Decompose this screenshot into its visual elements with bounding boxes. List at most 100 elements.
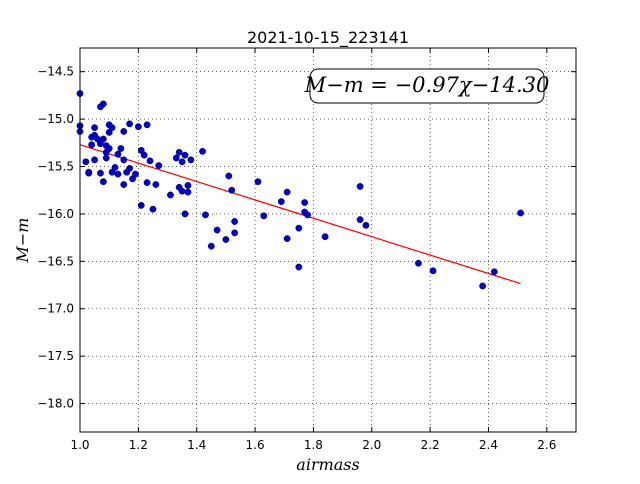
data-point [99,135,107,143]
data-point [231,218,239,225]
data-point [117,145,125,152]
data-point [362,221,370,229]
y-tick-label: −17.5 [37,349,74,363]
data-point [137,201,145,209]
x-tick-label: 1.0 [70,438,89,452]
data-point [99,178,107,186]
data-point [134,123,142,131]
y-tick-label: −16.5 [37,254,74,268]
data-point [202,211,209,219]
data-point [415,259,422,267]
y-tick-label: −18.0 [37,397,74,411]
data-point [132,170,139,178]
data-point [260,212,268,220]
x-tick-label: 2.4 [479,438,498,452]
x-tick-label: 1.2 [129,438,148,452]
data-point [85,169,93,177]
fit-equation: M−m = −0.97χ−14.30 [304,73,550,97]
data-point [97,169,104,177]
data-point [172,154,180,162]
fit-line [79,144,521,285]
y-axis-title: M−m [13,218,32,264]
data-point [152,181,160,188]
data-point [167,191,174,199]
data-point [120,128,128,135]
y-tick-label: −15.0 [37,112,74,126]
data-point [120,181,128,188]
data-point [228,186,236,194]
grid [79,48,576,432]
data-point [490,268,498,276]
data-point [143,179,151,187]
data-point [178,187,186,195]
data-point [102,154,110,162]
fit-annotation: M−m = −0.97χ−14.30 [304,68,550,104]
data-points [76,90,524,290]
data-point [254,178,262,186]
data-point [82,158,90,166]
y-tick-label: −17.0 [37,302,74,316]
data-point [126,120,134,128]
data-point [479,282,487,290]
data-point [304,211,311,219]
data-point [207,242,215,250]
data-point [126,165,134,172]
data-point [181,210,189,218]
data-point [143,121,151,129]
plot-frame [79,47,577,433]
data-point [91,124,98,132]
y-tick-label: −15.5 [37,160,74,174]
data-point [149,205,157,213]
x-tick-labels: 1.0 1.2 1.4 1.6 1.8 2.0 2.2 2.4 2.6 [70,438,556,452]
x-tick-label: 2.2 [421,438,440,452]
data-point [301,199,309,206]
data-point [184,182,192,189]
data-point [356,183,364,190]
data-point [429,267,437,275]
data-point [283,235,291,242]
data-point [175,148,183,156]
data-point [155,162,163,169]
data-point [517,209,524,217]
data-point [108,124,116,132]
data-point [225,172,233,180]
data-point [187,156,195,164]
annotation-box [309,68,545,104]
data-point [356,216,364,224]
data-point [199,147,206,155]
data-point [120,156,128,164]
x-axis-title: airmass [296,455,359,474]
data-point [178,158,186,166]
data-point [140,151,148,159]
axis-ticks [79,48,576,432]
data-point [146,157,154,165]
y-tick-label: −16.0 [37,207,74,221]
data-point [105,145,113,152]
data-point [114,170,122,178]
y-tick-labels: −14.5 −15.0 −15.5 −16.0 −16.5 −17.0 −17.5 −18.0 [37,65,74,411]
x-tick-label: 2.0 [362,438,381,452]
data-point [111,164,119,171]
data-point [88,141,96,149]
data-point [181,151,189,159]
data-point [295,224,303,232]
y-tick-label: −14.5 [37,65,74,79]
data-point [222,236,230,243]
data-point [283,188,291,196]
data-point [91,156,98,164]
data-point [321,233,329,241]
x-tick-label: 1.8 [304,438,323,452]
data-point [277,198,285,206]
data-point [184,188,192,196]
chart-title: 2021-10-15_223141 [247,28,409,48]
x-tick-label: 1.4 [187,438,206,452]
data-point [213,226,221,234]
fit-line-layer [79,144,521,285]
x-tick-label: 2.6 [537,438,556,452]
data-point [99,100,107,108]
data-point [114,150,122,158]
data-point [231,229,239,237]
data-point [295,263,303,271]
